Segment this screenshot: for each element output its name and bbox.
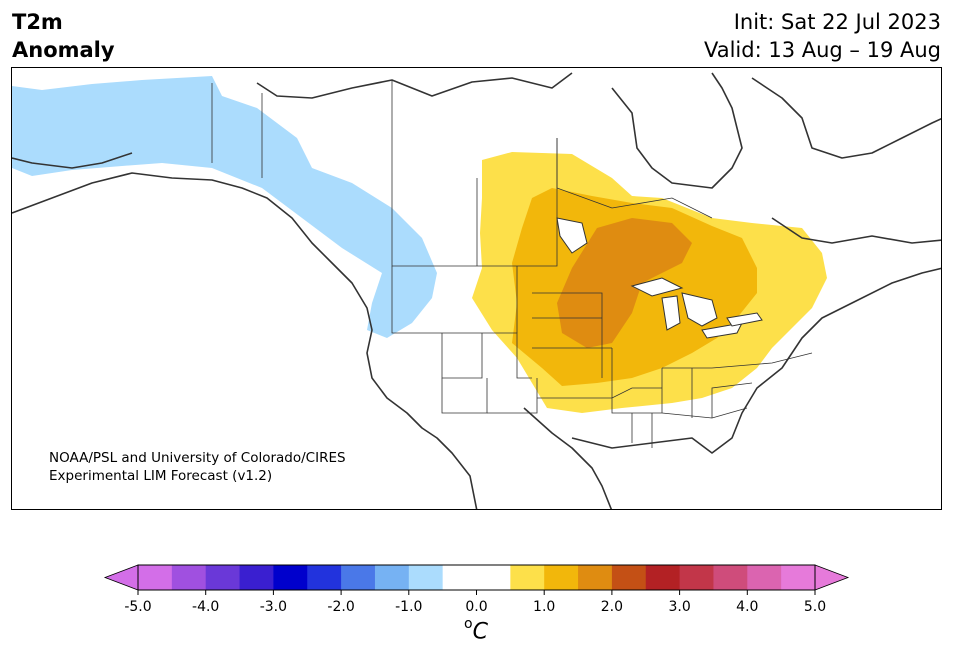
colorbar-tick-label: -2.0 [327, 599, 355, 615]
init-date: Init: Sat 22 Jul 2023 [733, 10, 941, 34]
unit-degree: o [464, 616, 473, 632]
colorbar-cell [408, 565, 444, 590]
colorbar-tick-label: -5.0 [124, 599, 152, 615]
colorbar-tick-label: -4.0 [192, 599, 220, 615]
colorbar-ticks [137, 590, 816, 595]
colorbar-cell [273, 565, 308, 590]
colorbar-tick-label: 1.0 [533, 599, 556, 615]
colorbar-cell [341, 565, 376, 590]
credit-text: NOAA/PSL and University of Colorado/CIRE… [49, 449, 346, 485]
anomaly-map [11, 67, 942, 510]
map-title: T2m Anomaly [12, 8, 115, 64]
colorbar-tick-label: 3.0 [668, 599, 691, 615]
colorbar-cell [205, 565, 241, 590]
colorbar-cell [578, 565, 613, 590]
colorbar-cell [171, 565, 207, 590]
colorbar-cell [510, 565, 545, 590]
colorbar-cell [374, 565, 410, 590]
colorbar-over-arrow [814, 564, 850, 591]
title-line-2: Anomaly [12, 38, 115, 62]
colorbar-tick-label: 4.0 [736, 599, 759, 615]
colorbar-cell [138, 565, 173, 590]
colorbar-cell [645, 565, 681, 590]
colorbar-cell [544, 565, 579, 590]
colorbar-cell [679, 565, 714, 590]
warm-anomaly-level3 [557, 218, 692, 348]
colorbar-tick-label: 5.0 [803, 599, 827, 615]
colorbar-tick-label: -1.0 [395, 599, 423, 615]
colorbar-under-arrow [103, 564, 139, 591]
political-borders [211, 80, 813, 448]
colorbar-cell [713, 565, 748, 590]
colorbar-cells [138, 565, 816, 590]
coastlines [12, 72, 941, 509]
valid-dates: Valid: 13 Aug – 19 Aug [703, 38, 941, 62]
credit-line-2: Experimental LIM Forecast (v1.2) [49, 468, 273, 484]
title-line-1: T2m [12, 10, 63, 34]
colorbar [103, 564, 850, 595]
colorbar-tick-label: 0.0 [465, 599, 488, 615]
colorbar-cell [781, 565, 816, 590]
credit-line-1: NOAA/PSL and University of Colorado/CIRE… [49, 450, 346, 466]
colorbar-cell [307, 565, 342, 590]
great-lakes [556, 217, 763, 339]
cold-anomaly-region [12, 76, 437, 338]
colorbar-cell [239, 565, 274, 590]
unit-letter: C [472, 619, 488, 645]
colorbar-cell [476, 565, 511, 590]
colorbar-cell [611, 565, 647, 590]
colorbar-cell [442, 565, 477, 590]
forecast-dates: Init: Sat 22 Jul 2023 Valid: 13 Aug – 19… [704, 8, 941, 64]
colorbar-unit: oC [464, 616, 488, 645]
map-svg [12, 72, 941, 509]
colorbar-cell [747, 565, 782, 590]
colorbar-tick-label: 2.0 [600, 599, 624, 615]
colorbar-tick-label: -3.0 [259, 599, 288, 615]
